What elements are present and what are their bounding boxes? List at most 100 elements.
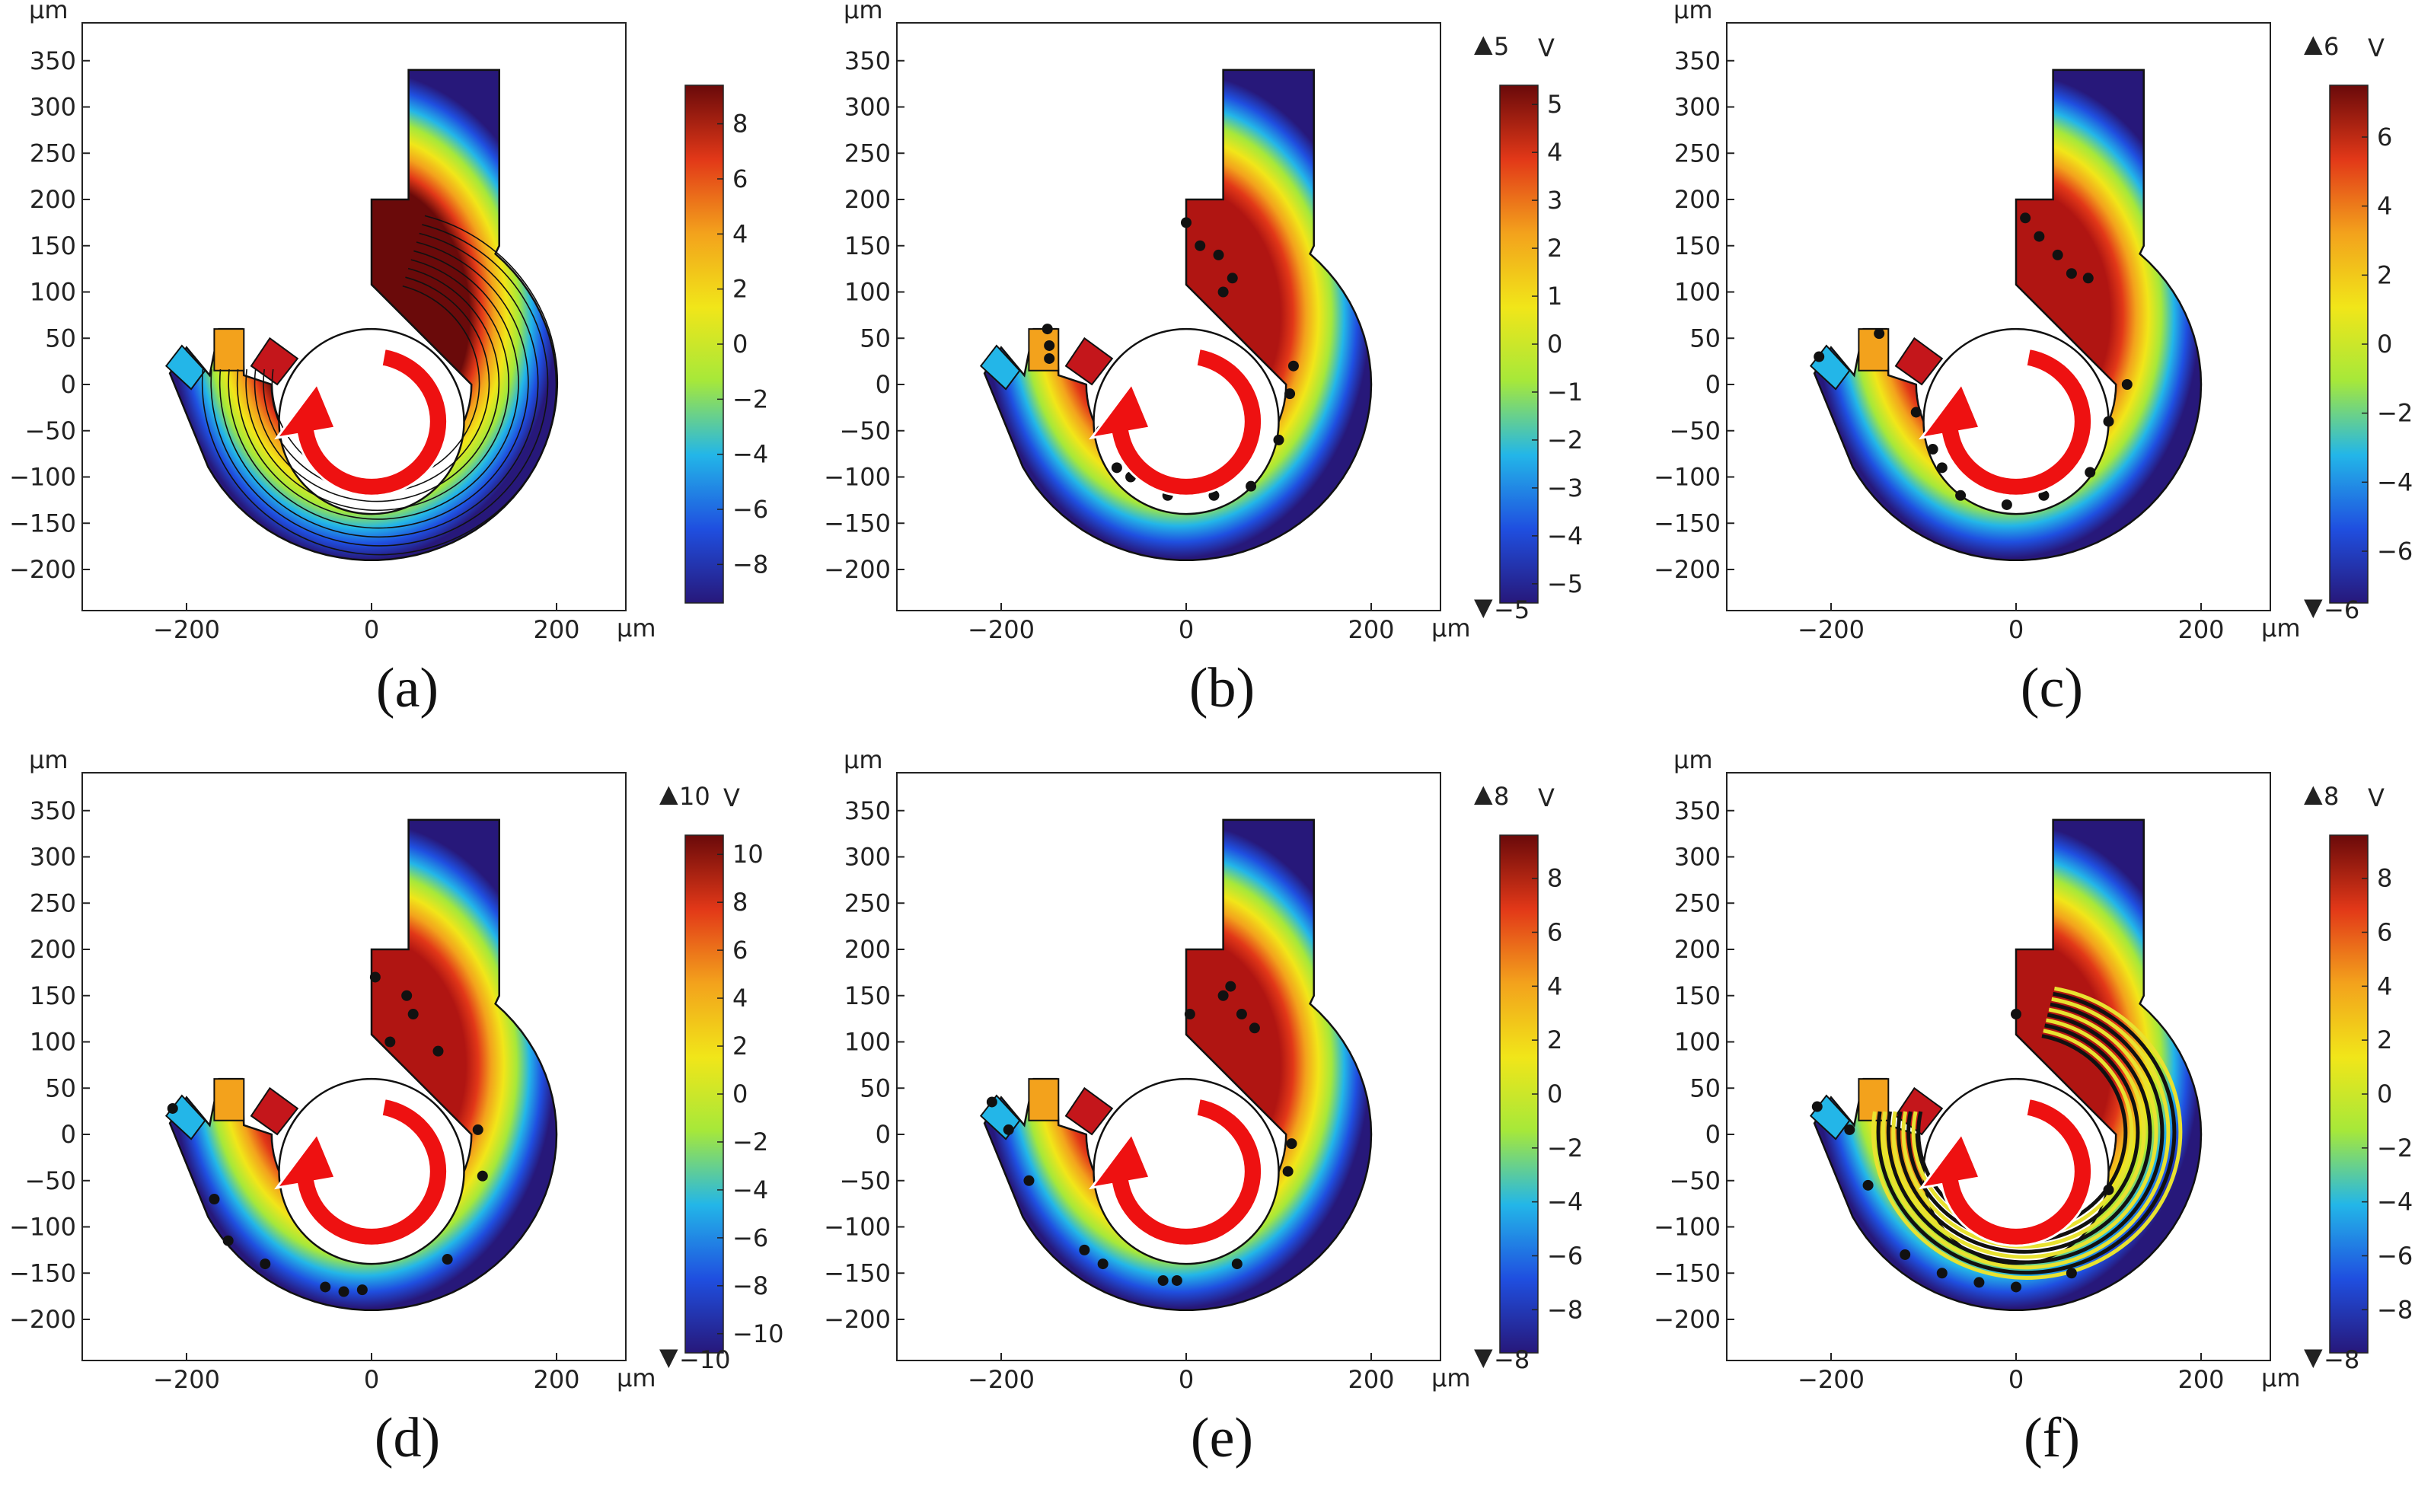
y-axis-unit: µm xyxy=(1673,745,1713,774)
y-tick-label: −150 xyxy=(1654,1258,1721,1287)
y-tick-label: 350 xyxy=(844,46,891,75)
y-tick-label: 0 xyxy=(1705,1120,1721,1149)
y-tick-label: 200 xyxy=(30,935,76,964)
particle xyxy=(1936,462,1948,474)
min-marker-icon: ▼ xyxy=(2304,592,2323,621)
colorbar-tick-label: −4 xyxy=(732,1175,768,1204)
y-tick-label: 300 xyxy=(1674,843,1721,872)
particle xyxy=(1936,1268,1948,1279)
colorbar-tick-label: 0 xyxy=(732,330,748,359)
particle xyxy=(260,1258,271,1270)
particle-trajectory xyxy=(1881,997,2171,1270)
inlet-red xyxy=(1894,337,1944,386)
particle xyxy=(1003,1124,1014,1135)
particle xyxy=(1273,434,1284,445)
y-tick-label: 350 xyxy=(30,46,76,75)
x-axis-unit: µm xyxy=(617,614,656,643)
particle xyxy=(1811,1101,1823,1112)
panel-caption: (d) xyxy=(375,1407,440,1469)
y-tick-label: 300 xyxy=(844,843,891,872)
panel-caption: (c) xyxy=(2021,657,2083,719)
x-axis-unit: µm xyxy=(2261,614,2301,643)
equipotential-line xyxy=(210,224,549,547)
min-marker-icon: ▼ xyxy=(2304,1342,2323,1371)
y-tick-label: 150 xyxy=(30,231,76,260)
y-tick-label: −100 xyxy=(1654,1213,1721,1242)
particle xyxy=(1217,990,1229,1001)
colorbar-gradient xyxy=(2329,85,2369,604)
particle xyxy=(2034,231,2045,242)
inlet-red xyxy=(1064,337,1114,386)
rotation-arrow-icon xyxy=(1919,1096,2094,1247)
colorbar: 8 6 4 2 0 −2 −4 −6 −8 xyxy=(684,85,768,604)
colorbar-tick-label: −8 xyxy=(732,1271,768,1300)
y-tick-label: 350 xyxy=(1674,796,1721,825)
colorbar-tick-label: −4 xyxy=(732,440,768,469)
panel-caption: (b) xyxy=(1189,657,1255,719)
particle xyxy=(1284,388,1296,400)
colorbar-tick-label: −2 xyxy=(2377,399,2413,428)
y-tick-label: 250 xyxy=(30,888,76,917)
y-tick-label: 50 xyxy=(1689,1073,1721,1102)
colorbar-tick-label: 8 xyxy=(732,888,748,917)
x-tick-label: 0 xyxy=(364,1365,379,1394)
equipotential-line xyxy=(228,241,529,529)
particle xyxy=(407,1009,419,1020)
y-tick-label: 150 xyxy=(1674,231,1721,260)
colorbar-max-label: 8 xyxy=(2324,782,2339,811)
colorbar-unit: V xyxy=(2368,783,2385,812)
particle xyxy=(1217,286,1229,298)
plot-frame xyxy=(1726,772,2271,1361)
colorbar-tick-label: −6 xyxy=(1547,1242,1583,1271)
y-tick-label: −50 xyxy=(839,416,891,445)
colorbar-tick-label: −2 xyxy=(2377,1134,2413,1163)
particle xyxy=(1874,328,1885,340)
x-tick-label: 0 xyxy=(1179,615,1194,644)
colorbar-tick-label: 2 xyxy=(2377,1026,2392,1054)
y-tick-label: 200 xyxy=(1674,935,1721,964)
particle xyxy=(1814,351,1825,362)
colorbar-tick-label: 4 xyxy=(1547,138,1562,167)
colorbar-tick-label: 4 xyxy=(732,984,748,1013)
inlet-orange xyxy=(213,1078,245,1121)
colorbar-tick-label: −6 xyxy=(732,495,768,524)
colorbar-tick-label: −2 xyxy=(732,384,768,413)
panel-e: µmµm350300250200150100500−50−100−150−200… xyxy=(824,745,1583,1469)
colorbar-tick-label: 4 xyxy=(1547,971,1562,1000)
colorbar-tick-label: 4 xyxy=(732,219,748,248)
y-tick-label: 150 xyxy=(844,981,891,1010)
x-tick-label: 200 xyxy=(2177,1365,2224,1394)
min-marker-icon: ▼ xyxy=(659,1342,678,1371)
particle xyxy=(1097,1258,1109,1270)
y-tick-label: −50 xyxy=(839,1166,891,1195)
inlet-red xyxy=(250,1086,299,1136)
y-tick-label: 50 xyxy=(1689,324,1721,352)
particle xyxy=(1249,1022,1260,1034)
colorbar-tick-label: −1 xyxy=(1547,378,1583,407)
colorbar-unit: V xyxy=(1538,33,1555,62)
colorbar-tick-label: 6 xyxy=(2377,918,2392,947)
y-tick-label: 200 xyxy=(844,935,891,964)
y-tick-label: 200 xyxy=(1674,185,1721,214)
y-tick-label: 150 xyxy=(844,231,891,260)
colorbar-gradient xyxy=(1499,834,1539,1354)
y-tick-label: 200 xyxy=(30,185,76,214)
rotation-arrow-icon xyxy=(1089,1096,1264,1247)
particle xyxy=(1282,1166,1294,1177)
particle xyxy=(1286,1138,1297,1150)
y-tick-label: 100 xyxy=(30,1028,76,1057)
x-tick-label: −200 xyxy=(153,1365,220,1394)
y-tick-label: 100 xyxy=(1674,278,1721,307)
particle xyxy=(2121,379,2133,390)
particle xyxy=(1973,1277,1985,1288)
particle xyxy=(2011,1009,2021,1020)
y-tick-label: 0 xyxy=(876,370,891,399)
inlet-orange xyxy=(1028,1078,1060,1121)
colorbar-tick-label: −2 xyxy=(1547,426,1583,455)
colorbar-tick-label: 6 xyxy=(1547,918,1562,947)
particle xyxy=(384,1036,396,1048)
equipotential-line xyxy=(236,250,519,520)
colorbar-tick-label: 0 xyxy=(732,1080,748,1108)
